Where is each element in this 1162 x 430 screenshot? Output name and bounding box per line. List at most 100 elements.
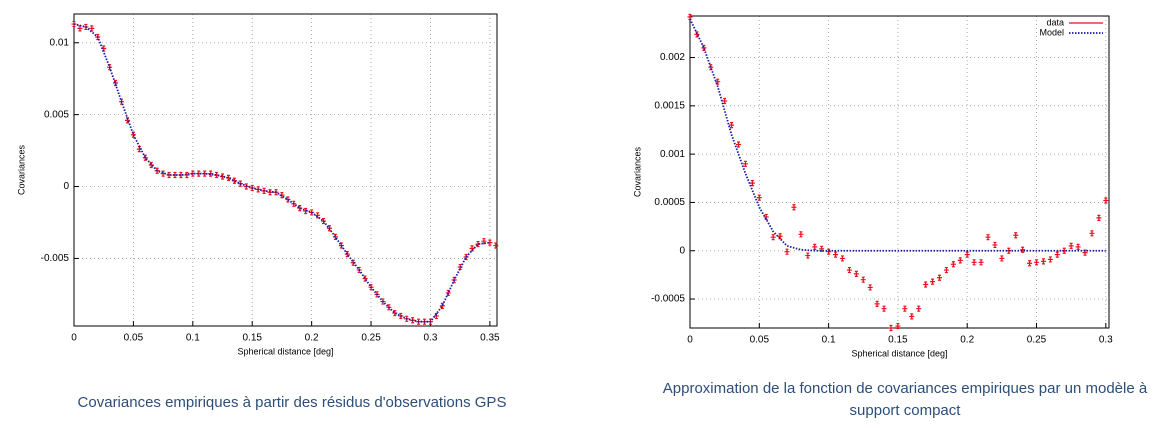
model-line bbox=[73, 23, 490, 323]
data-point bbox=[1040, 258, 1046, 265]
data-point bbox=[136, 146, 142, 153]
data-point bbox=[231, 177, 237, 184]
data-point bbox=[208, 170, 214, 177]
data-point bbox=[190, 170, 196, 177]
y-tick-label: 0.005 bbox=[44, 109, 69, 120]
data-point bbox=[943, 266, 949, 274]
x-tick-label: 0.25 bbox=[361, 333, 381, 344]
y-tick-label: 0.01 bbox=[50, 37, 70, 48]
x-tick-label: 0.05 bbox=[750, 335, 770, 346]
data-point bbox=[1089, 230, 1095, 237]
x-tick-label: 0.1 bbox=[186, 333, 200, 344]
data-point bbox=[1103, 197, 1109, 204]
data-point bbox=[1068, 242, 1074, 249]
data-point bbox=[469, 245, 475, 252]
data-point bbox=[130, 131, 136, 138]
x-tick-label: 0.2 bbox=[305, 333, 319, 344]
y-tick-label: 0 bbox=[679, 245, 685, 256]
plot-frame bbox=[689, 15, 1110, 329]
data-point bbox=[784, 248, 790, 255]
x-tick-label: 0.25 bbox=[1027, 335, 1047, 346]
data-point bbox=[839, 255, 845, 262]
data-point bbox=[487, 239, 493, 246]
x-tick-label: 0 bbox=[687, 335, 693, 346]
x-tick-label: 0.15 bbox=[888, 335, 908, 346]
data-point bbox=[1034, 259, 1040, 266]
data-point bbox=[770, 234, 776, 241]
data-point bbox=[791, 204, 797, 211]
data-point bbox=[950, 261, 956, 268]
data-point bbox=[736, 141, 742, 148]
data-point bbox=[957, 257, 963, 264]
data-point bbox=[142, 154, 148, 161]
data-point bbox=[1020, 246, 1026, 253]
data-point bbox=[777, 233, 783, 240]
model-line bbox=[689, 18, 1106, 252]
data-point bbox=[888, 324, 894, 332]
data-point bbox=[101, 45, 107, 52]
legend-label: data bbox=[1046, 17, 1064, 27]
caption: Approximation de la fonction de covarian… bbox=[662, 380, 1148, 419]
data-point bbox=[433, 312, 439, 320]
data-point bbox=[971, 259, 977, 266]
y-tick-label: 0 bbox=[63, 181, 69, 192]
data-point bbox=[184, 171, 190, 179]
data-point bbox=[909, 313, 915, 320]
data-point bbox=[172, 171, 178, 179]
data-point bbox=[332, 233, 338, 240]
data-point bbox=[1027, 260, 1033, 267]
data-point bbox=[860, 276, 866, 283]
data-point bbox=[763, 213, 769, 221]
data-point bbox=[853, 270, 859, 278]
caption: Covariances empiriques à partir des rési… bbox=[77, 394, 507, 411]
data-point bbox=[178, 171, 184, 179]
data-point bbox=[749, 180, 755, 187]
x-tick-label: 0.3 bbox=[424, 333, 438, 344]
data-point bbox=[805, 252, 811, 259]
y-tick-label: 0.002 bbox=[660, 52, 685, 63]
x-axis-label: Spherical distance [deg] bbox=[851, 348, 947, 358]
data-point bbox=[279, 192, 285, 199]
data-point bbox=[124, 117, 130, 124]
data-point bbox=[999, 255, 1005, 262]
data-point bbox=[708, 64, 714, 71]
data-point bbox=[930, 278, 936, 285]
data-point bbox=[812, 243, 818, 250]
data-point bbox=[321, 217, 327, 225]
data-point bbox=[285, 196, 291, 203]
y-axis-label: Covariances bbox=[632, 146, 642, 197]
y-tick-label: 0.0015 bbox=[654, 100, 685, 111]
data-point bbox=[148, 161, 154, 169]
x-tick-label: 0.1 bbox=[822, 335, 836, 346]
y-tick-label: -0.005 bbox=[41, 253, 70, 264]
x-tick-label: 0 bbox=[71, 333, 77, 344]
data-point bbox=[196, 170, 202, 177]
data-point bbox=[344, 251, 350, 258]
legend-label: Model bbox=[1039, 27, 1064, 37]
data-point bbox=[220, 173, 226, 180]
plot-frame bbox=[73, 13, 498, 327]
data-point bbox=[992, 241, 998, 249]
y-tick-label: 0.0005 bbox=[654, 197, 685, 208]
data-point bbox=[445, 289, 451, 297]
data-point bbox=[729, 122, 735, 129]
data-point bbox=[867, 284, 873, 291]
x-tick-label: 0.05 bbox=[124, 333, 144, 344]
data-point bbox=[113, 79, 119, 87]
data-point bbox=[964, 251, 970, 258]
data-point bbox=[798, 231, 804, 238]
data-point bbox=[874, 300, 880, 307]
x-tick-label: 0.15 bbox=[242, 333, 262, 344]
data-point bbox=[362, 275, 368, 282]
data-point bbox=[214, 171, 220, 179]
data-point bbox=[493, 242, 499, 249]
data-point bbox=[475, 240, 481, 248]
data-point bbox=[846, 266, 852, 274]
data-point bbox=[1096, 214, 1102, 221]
data-point bbox=[978, 259, 984, 266]
data-point bbox=[439, 302, 445, 309]
data-point bbox=[1054, 251, 1060, 258]
data-point bbox=[742, 160, 748, 167]
data-point bbox=[881, 305, 887, 312]
data-point bbox=[202, 170, 208, 177]
